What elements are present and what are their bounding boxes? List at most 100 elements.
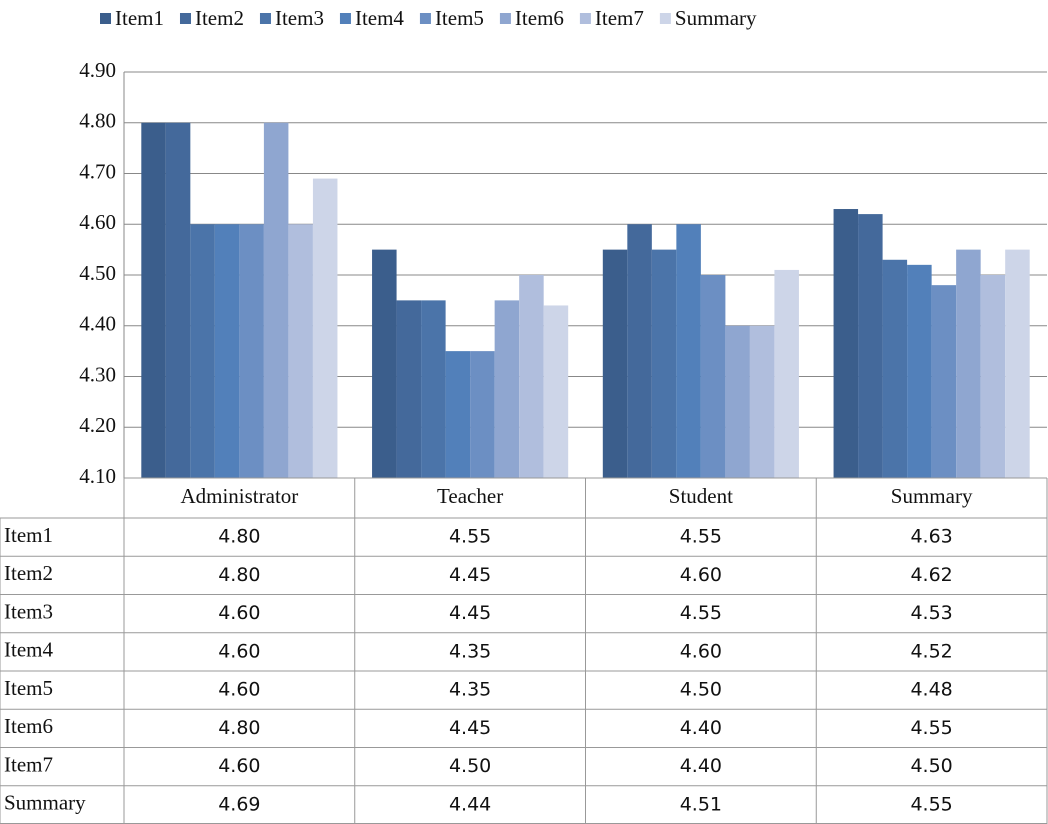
legend-swatch xyxy=(419,13,431,24)
bar xyxy=(725,325,750,478)
bar xyxy=(421,300,446,478)
table-cell: 4.35 xyxy=(449,640,491,662)
y-tick-label: 4.80 xyxy=(79,109,116,133)
bar xyxy=(700,275,726,478)
bar xyxy=(956,249,981,478)
legend-label: Item7 xyxy=(595,6,644,30)
table-cell: 4.55 xyxy=(680,602,722,624)
bar xyxy=(676,224,701,478)
table-cell: 4.44 xyxy=(449,793,491,815)
table-cell: 4.35 xyxy=(449,679,491,701)
table-cell: 4.50 xyxy=(910,755,952,777)
legend-label: Item4 xyxy=(355,6,404,30)
bar xyxy=(907,264,932,478)
table-cell: 4.48 xyxy=(910,679,952,701)
legend-swatch xyxy=(100,13,111,24)
table-cell: 4.80 xyxy=(218,717,260,739)
y-tick-label: 4.10 xyxy=(79,464,116,488)
row-label: Item3 xyxy=(4,599,53,623)
bar xyxy=(165,122,191,478)
table-cell: 4.62 xyxy=(910,564,952,586)
y-tick-label: 4.60 xyxy=(79,210,116,234)
y-tick-label: 4.70 xyxy=(79,159,116,183)
y-tick-label: 4.50 xyxy=(79,261,116,285)
table-cell: 4.52 xyxy=(910,640,952,662)
bar xyxy=(470,351,495,478)
legend-label: Item3 xyxy=(275,6,324,30)
y-tick-label: 4.30 xyxy=(79,362,116,386)
bar xyxy=(445,351,471,478)
row-label: Item4 xyxy=(4,638,53,662)
x-tick-label: Teacher xyxy=(437,484,503,508)
bar xyxy=(931,285,957,478)
row-label: Item1 xyxy=(4,523,53,547)
x-tick-label: Student xyxy=(669,484,733,508)
row-label: Item5 xyxy=(4,676,53,700)
table-cell: 4.80 xyxy=(218,526,260,548)
legend-label: Item1 xyxy=(115,6,164,30)
table-cell: 4.60 xyxy=(680,640,722,662)
legend-swatch xyxy=(339,13,351,24)
bar xyxy=(190,224,215,478)
table-cell: 4.55 xyxy=(910,793,952,815)
legend-label: Item6 xyxy=(515,6,564,30)
table-cell: 4.60 xyxy=(218,755,260,777)
bar xyxy=(651,249,677,478)
row-label: Summary xyxy=(4,791,86,815)
table-cell: 4.40 xyxy=(680,717,722,739)
bar xyxy=(263,122,289,478)
bar xyxy=(980,275,1006,478)
y-tick-label: 4.40 xyxy=(79,312,116,336)
legend-label: Item5 xyxy=(435,6,484,30)
table-cell: 4.55 xyxy=(449,526,491,548)
bar xyxy=(858,214,883,478)
table-cell: 4.45 xyxy=(449,564,491,586)
row-label: Item7 xyxy=(4,752,53,776)
table-cell: 4.63 xyxy=(910,526,952,548)
bar xyxy=(312,178,338,478)
table-cell: 4.60 xyxy=(680,564,722,586)
table-cell: 4.50 xyxy=(680,679,722,701)
bar xyxy=(288,224,313,478)
bar xyxy=(774,269,799,478)
row-label: Item6 xyxy=(4,714,53,738)
bar xyxy=(749,325,775,478)
legend-label: Item2 xyxy=(195,6,244,30)
legend-swatch xyxy=(659,13,671,24)
x-tick-label: Administrator xyxy=(180,484,298,508)
bar xyxy=(1005,249,1030,478)
bar xyxy=(214,224,240,478)
bar xyxy=(239,224,264,478)
table-cell: 4.55 xyxy=(910,717,952,739)
y-tick-label: 4.90 xyxy=(79,58,116,82)
legend-swatch xyxy=(499,13,511,24)
legend-swatch xyxy=(579,13,591,24)
bar xyxy=(543,305,569,478)
table-cell: 4.51 xyxy=(680,793,722,815)
legend-swatch xyxy=(179,13,191,24)
table-cell: 4.45 xyxy=(449,602,491,624)
table-cell: 4.53 xyxy=(910,602,952,624)
legend-label: Summary xyxy=(675,6,757,30)
row-label: Item2 xyxy=(4,561,53,585)
table-cell: 4.45 xyxy=(449,717,491,739)
table-cell: 4.60 xyxy=(218,602,260,624)
table-cell: 4.80 xyxy=(218,564,260,586)
bar xyxy=(627,224,652,478)
bar xyxy=(494,300,520,478)
x-tick-label: Summary xyxy=(891,484,973,508)
bar xyxy=(372,249,397,478)
y-tick-label: 4.20 xyxy=(79,413,116,437)
table-cell: 4.55 xyxy=(680,526,722,548)
bar xyxy=(833,209,859,478)
bar xyxy=(141,122,166,478)
bar xyxy=(882,259,908,478)
table-cell: 4.60 xyxy=(218,679,260,701)
bar xyxy=(602,249,628,478)
table-cell: 4.69 xyxy=(218,793,260,815)
table-cell: 4.40 xyxy=(680,755,722,777)
bar xyxy=(396,300,422,478)
bar xyxy=(519,275,544,478)
legend-swatch xyxy=(259,13,271,24)
table-cell: 4.50 xyxy=(449,755,491,777)
